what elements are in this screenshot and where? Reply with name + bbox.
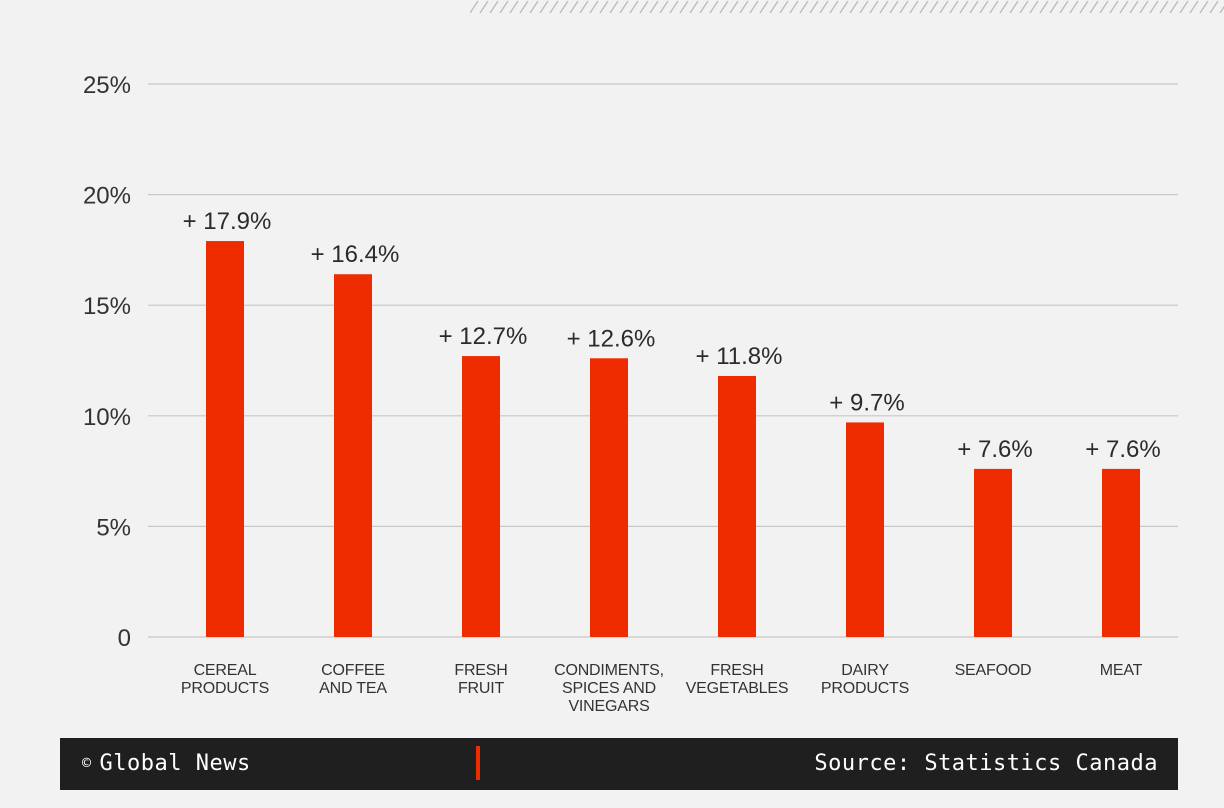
x-tick-label: CEREAL PRODUCTS	[180, 662, 270, 697]
copyright-brand: © Global News	[82, 751, 251, 776]
data-label: + 12.7%	[439, 323, 528, 350]
bar-chart: 0 5% 10% 15% 20% 25% + 17.9% + 16.4% + 12.7% + 12…	[83, 72, 1178, 715]
bar	[462, 356, 500, 637]
chart-plot: 0 5% 10% 15% 20% 25% + 17.9% + 16.4% + 12.7% + 12…	[83, 72, 1178, 652]
brand-name: Global News	[99, 751, 251, 776]
copyright-symbol: ©	[82, 754, 92, 772]
bar	[590, 358, 628, 637]
data-label: + 7.6%	[957, 436, 1032, 463]
data-label: + 12.6%	[567, 325, 656, 352]
data-label: + 11.8%	[696, 343, 783, 370]
data-label: + 9.7%	[829, 389, 904, 416]
data-label: + 17.9%	[183, 208, 272, 235]
x-tick-label: MEAT	[1099, 662, 1143, 679]
bar	[718, 375, 756, 637]
x-tick-label: FRESH FRUIT	[454, 662, 508, 697]
y-tick-label: 0	[118, 625, 131, 652]
y-tick-label: 15%	[83, 293, 131, 320]
bar	[206, 241, 244, 637]
y-tick-label: 20%	[83, 183, 131, 210]
x-tick-label: FRESH VEGETABLES	[685, 662, 789, 697]
data-label: + 16.4%	[311, 241, 400, 268]
bar	[974, 468, 1012, 637]
footer-divider	[476, 746, 480, 780]
bar	[846, 422, 884, 637]
y-tick-label: 10%	[83, 404, 131, 431]
bar	[334, 274, 372, 637]
x-tick-label: CONDIMENTS, SPICES AND VINEGARS	[554, 662, 664, 715]
hatch-decoration	[469, 0, 1224, 14]
data-label: + 7.6%	[1085, 436, 1160, 463]
x-tick-label: DAIRY PRODUCTS	[820, 662, 910, 697]
footer-bar: © Global News Source: Statistics Canada	[60, 738, 1178, 790]
bar	[1102, 468, 1140, 637]
y-tick-label: 5%	[96, 514, 131, 541]
y-tick-label: 25%	[83, 72, 131, 99]
x-tick-label: COFFEE AND TEA	[319, 662, 387, 697]
source-credit: Source: Statistics Canada	[814, 751, 1158, 776]
x-tick-label: SEAFOOD	[954, 662, 1032, 679]
